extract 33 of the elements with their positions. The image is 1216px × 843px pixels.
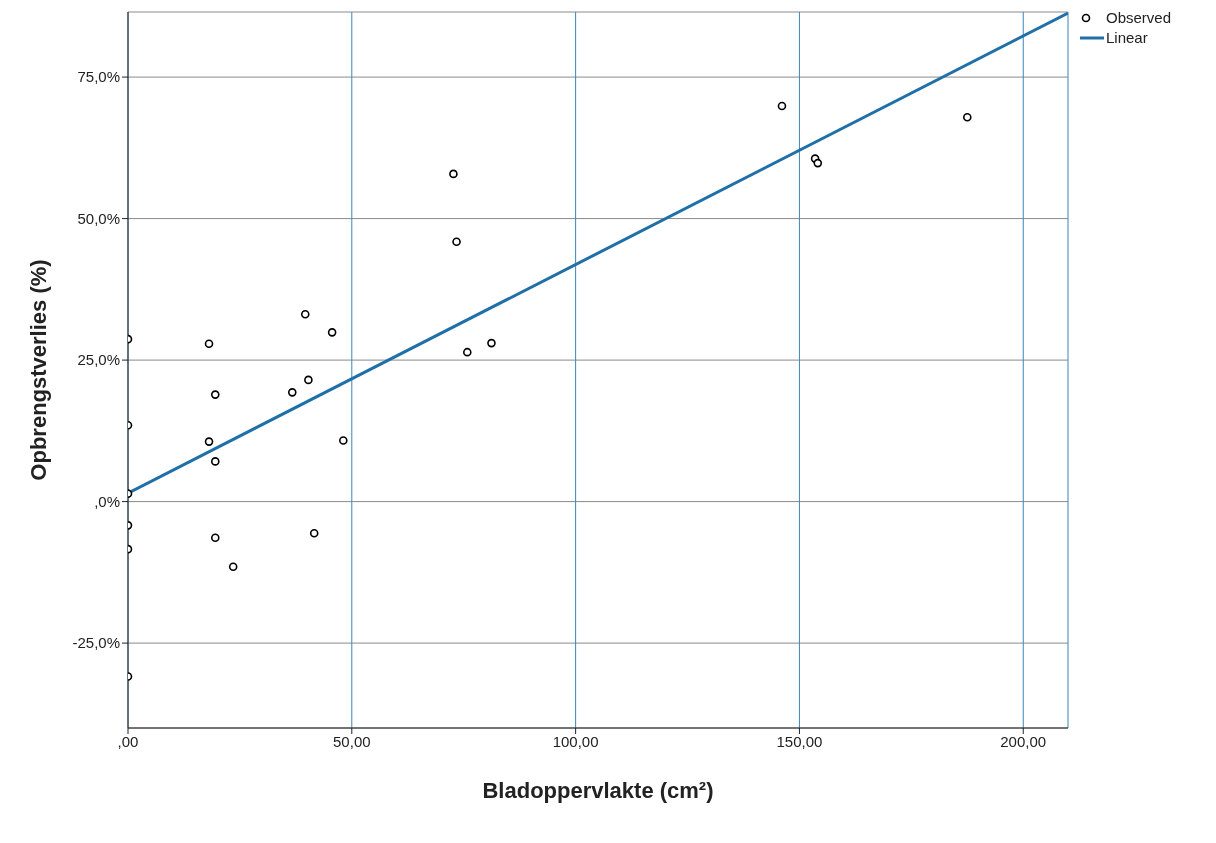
point bbox=[228, 562, 238, 571]
x-tick-label: 150,00 bbox=[776, 732, 823, 750]
point bbox=[204, 339, 214, 348]
point bbox=[449, 169, 458, 179]
y-axis-title: Opbrengstverlies (%) bbox=[25, 259, 51, 481]
point bbox=[204, 437, 214, 446]
point bbox=[463, 347, 472, 357]
point bbox=[210, 457, 220, 466]
legend-label: Observed bbox=[1106, 9, 1172, 27]
y-tick-label: ,0% bbox=[94, 492, 120, 510]
point bbox=[327, 328, 337, 337]
x-tick-label: ,00 bbox=[117, 732, 139, 750]
point bbox=[487, 338, 496, 348]
point bbox=[210, 533, 220, 543]
y-tick-label: -25,0% bbox=[72, 634, 120, 652]
legend-label: Linear bbox=[1106, 29, 1148, 47]
point bbox=[309, 528, 319, 538]
x-tick-label: 200,00 bbox=[1000, 732, 1047, 750]
x-tick-label: 100,00 bbox=[552, 732, 599, 750]
y-tick-label: 25,0% bbox=[77, 351, 120, 369]
x-axis-title: Bladoppervlakte (cm²) bbox=[482, 778, 714, 803]
point bbox=[287, 388, 297, 397]
point bbox=[962, 112, 972, 122]
point bbox=[777, 101, 787, 111]
point bbox=[210, 390, 220, 399]
y-tick-label: 75,0% bbox=[77, 68, 120, 86]
point bbox=[339, 436, 348, 445]
x-tick-label: 50,00 bbox=[333, 732, 371, 750]
point bbox=[452, 237, 461, 247]
point bbox=[304, 375, 313, 385]
y-tick-label: 50,0% bbox=[77, 209, 120, 227]
point bbox=[300, 309, 310, 319]
point bbox=[813, 158, 823, 168]
